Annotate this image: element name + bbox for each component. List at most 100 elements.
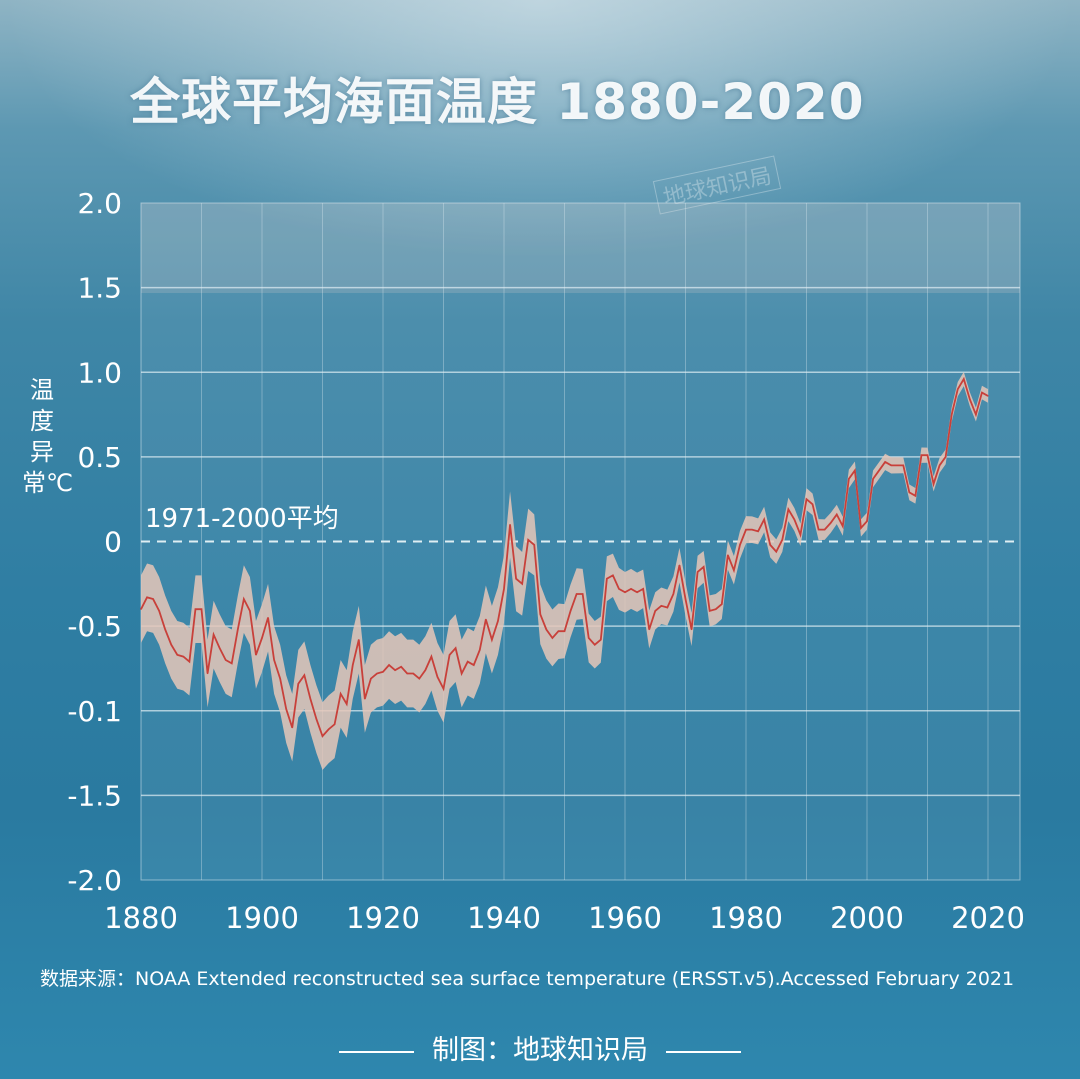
data-point — [727, 554, 729, 556]
x-tick-label: 1900 — [225, 901, 299, 935]
data-point — [237, 628, 239, 631]
y-tick-label: -2.0 — [67, 864, 122, 897]
data-point — [582, 593, 584, 595]
data-point — [545, 628, 547, 631]
data-point — [715, 608, 717, 610]
data-point — [164, 628, 166, 631]
data-point — [364, 698, 366, 700]
data-point — [182, 655, 184, 658]
chart-title: 全球平均海面温度 1880-2020 — [130, 73, 865, 131]
data-point — [781, 539, 783, 541]
data-point — [358, 639, 360, 641]
data-point — [176, 654, 178, 656]
data-point — [539, 613, 541, 615]
data-point — [757, 530, 759, 532]
data-point — [291, 727, 293, 729]
data-point — [690, 628, 693, 631]
data-point — [152, 598, 154, 600]
data-point — [872, 478, 874, 480]
plot-top-tint — [141, 203, 1020, 293]
data-point — [376, 672, 378, 675]
data-point — [939, 464, 941, 466]
data-point — [612, 574, 614, 576]
data-point — [733, 569, 735, 571]
data-point — [503, 588, 505, 590]
data-point — [497, 620, 499, 622]
data-point — [255, 654, 257, 656]
data-point — [902, 464, 904, 466]
data-point — [588, 637, 590, 639]
data-point — [557, 630, 560, 632]
data-point — [436, 676, 439, 678]
data-point — [315, 718, 318, 720]
data-point — [140, 608, 142, 610]
data-point — [321, 735, 324, 737]
x-tick-label: 1940 — [467, 901, 541, 935]
data-point — [334, 723, 336, 725]
data-point — [721, 603, 723, 605]
data-point — [890, 464, 892, 466]
x-tick-label: 2020 — [951, 901, 1025, 935]
data-point — [654, 610, 656, 612]
data-point — [751, 529, 753, 531]
data-point — [479, 649, 481, 651]
data-point — [642, 588, 644, 590]
data-point — [697, 571, 699, 573]
background-light — [0, 0, 1080, 260]
data-point — [932, 483, 935, 485]
data-point — [249, 610, 251, 612]
data-point — [926, 454, 929, 456]
data-point — [412, 672, 414, 675]
data-point — [957, 388, 959, 390]
data-point — [533, 544, 535, 546]
data-point — [424, 669, 426, 671]
data-point — [914, 495, 917, 497]
data-point — [860, 527, 862, 529]
data-point — [666, 606, 668, 609]
credit-text: 制图：地球知识局 — [432, 1035, 648, 1066]
data-point — [225, 659, 227, 661]
data-point — [848, 478, 850, 480]
data-point — [170, 644, 172, 646]
data-point — [309, 698, 311, 700]
data-point — [394, 669, 396, 671]
data-point — [854, 469, 856, 472]
data-point — [920, 454, 923, 456]
data-point — [824, 529, 826, 531]
x-tick-label: 1880 — [104, 901, 178, 935]
data-point — [684, 598, 687, 600]
divider-left — [339, 1050, 414, 1053]
data-point — [842, 525, 844, 527]
divider-right — [666, 1050, 741, 1053]
data-point — [799, 534, 802, 536]
data-point — [473, 664, 475, 666]
data-point — [400, 666, 402, 668]
data-point — [836, 513, 838, 516]
data-point — [285, 708, 287, 710]
data-point — [606, 578, 608, 580]
data-point — [515, 578, 517, 580]
data-point — [509, 523, 511, 526]
data-point — [884, 461, 886, 463]
y-tick-label: -0.5 — [67, 610, 122, 643]
y-axis-label: 温度异常℃ — [22, 376, 73, 497]
data-point — [703, 566, 705, 568]
y-tick-label: -1.5 — [67, 779, 122, 812]
data-point — [630, 588, 632, 590]
data-point — [811, 503, 814, 505]
data-point — [261, 637, 263, 639]
data-point — [273, 659, 275, 661]
data-point — [485, 618, 487, 620]
data-point — [527, 539, 529, 541]
data-point — [569, 610, 572, 612]
data-point — [521, 583, 523, 585]
data-point — [327, 728, 330, 730]
data-point — [388, 664, 390, 666]
data-point — [648, 628, 650, 631]
data-point — [243, 598, 245, 600]
data-point — [636, 591, 638, 593]
data-point — [303, 674, 305, 676]
data-point — [987, 395, 989, 397]
x-tick-label: 2000 — [830, 901, 904, 935]
data-point — [866, 520, 868, 522]
